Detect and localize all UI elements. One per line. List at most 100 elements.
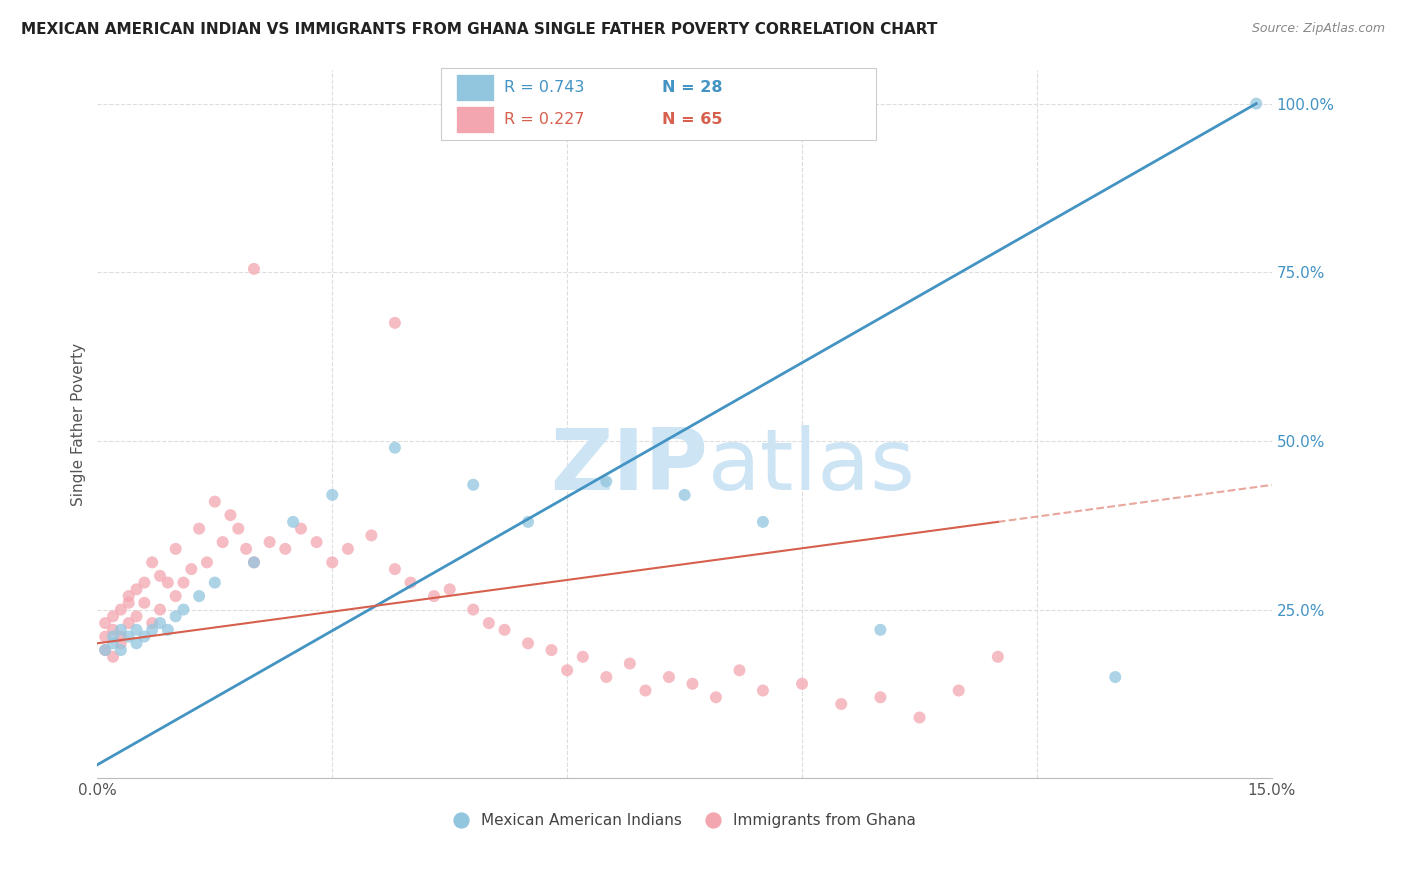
Point — [226, 522, 249, 536]
Point — [830, 697, 852, 711]
Point — [204, 494, 226, 508]
Point — [195, 555, 218, 569]
Text: R = 0.743: R = 0.743 — [503, 80, 583, 95]
Point — [321, 555, 343, 569]
Point — [384, 562, 406, 576]
Text: MEXICAN AMERICAN INDIAN VS IMMIGRANTS FROM GHANA SINGLE FATHER POVERTY CORRELATI: MEXICAN AMERICAN INDIAN VS IMMIGRANTS FR… — [21, 22, 938, 37]
Point — [211, 535, 233, 549]
Point — [987, 649, 1010, 664]
Point — [94, 643, 117, 657]
Point — [790, 677, 813, 691]
Point — [423, 589, 446, 603]
Point — [235, 541, 257, 556]
Point — [149, 569, 172, 583]
Point — [555, 663, 578, 677]
Point — [540, 643, 562, 657]
Point — [290, 522, 312, 536]
Point — [94, 630, 117, 644]
Point — [243, 555, 266, 569]
Point — [869, 690, 891, 705]
Point — [149, 602, 172, 616]
Point — [321, 488, 343, 502]
Legend: Mexican American Indians, Immigrants from Ghana: Mexican American Indians, Immigrants fro… — [447, 807, 921, 834]
Point — [125, 623, 148, 637]
Point — [134, 596, 156, 610]
Text: N = 65: N = 65 — [662, 112, 723, 127]
Point — [948, 683, 970, 698]
Point — [728, 663, 751, 677]
Point — [1104, 670, 1126, 684]
Point — [517, 636, 540, 650]
Point — [752, 515, 775, 529]
Point — [110, 636, 132, 650]
Point — [173, 602, 195, 616]
Point — [110, 602, 132, 616]
Point — [156, 623, 179, 637]
Point — [634, 683, 657, 698]
Point — [243, 261, 266, 276]
Point — [384, 441, 406, 455]
Point — [125, 636, 148, 650]
Point — [439, 582, 461, 597]
Point — [149, 616, 172, 631]
Point — [384, 316, 406, 330]
Point — [1244, 96, 1267, 111]
Point — [118, 630, 141, 644]
Point — [180, 562, 202, 576]
Text: Source: ZipAtlas.com: Source: ZipAtlas.com — [1251, 22, 1385, 36]
Point — [360, 528, 382, 542]
Point — [94, 643, 117, 657]
Point — [165, 589, 187, 603]
Point — [110, 643, 132, 657]
Point — [704, 690, 727, 705]
Point — [463, 602, 485, 616]
Point — [682, 677, 704, 691]
Point — [259, 535, 281, 549]
Point — [517, 515, 540, 529]
Point — [188, 589, 211, 603]
Point — [399, 575, 422, 590]
Point — [101, 630, 124, 644]
Point — [752, 683, 775, 698]
Point — [125, 582, 148, 597]
Text: R = 0.227: R = 0.227 — [503, 112, 585, 127]
Point — [869, 623, 891, 637]
Point — [110, 630, 132, 644]
Point — [141, 623, 163, 637]
Point — [165, 609, 187, 624]
Point — [165, 541, 187, 556]
Point — [463, 477, 485, 491]
Point — [101, 649, 124, 664]
Text: N = 28: N = 28 — [662, 80, 723, 95]
Text: atlas: atlas — [709, 425, 917, 508]
Point — [134, 575, 156, 590]
FancyBboxPatch shape — [456, 106, 495, 133]
Point — [908, 710, 931, 724]
Point — [118, 589, 141, 603]
Point — [619, 657, 641, 671]
Point — [204, 575, 226, 590]
Point — [595, 475, 617, 489]
Point — [101, 623, 124, 637]
Point — [478, 616, 501, 631]
Point — [658, 670, 681, 684]
Point — [281, 515, 304, 529]
Point — [572, 649, 595, 664]
Point — [336, 541, 359, 556]
Point — [274, 541, 297, 556]
Point — [125, 609, 148, 624]
Point — [494, 623, 516, 637]
Point — [118, 596, 141, 610]
Point — [243, 555, 266, 569]
Point — [595, 670, 617, 684]
Point — [94, 616, 117, 631]
FancyBboxPatch shape — [456, 74, 495, 101]
Point — [188, 522, 211, 536]
Point — [101, 636, 124, 650]
Point — [141, 616, 163, 631]
Point — [141, 555, 163, 569]
Point — [118, 616, 141, 631]
FancyBboxPatch shape — [441, 69, 876, 140]
Point — [101, 609, 124, 624]
Y-axis label: Single Father Poverty: Single Father Poverty — [72, 343, 86, 506]
